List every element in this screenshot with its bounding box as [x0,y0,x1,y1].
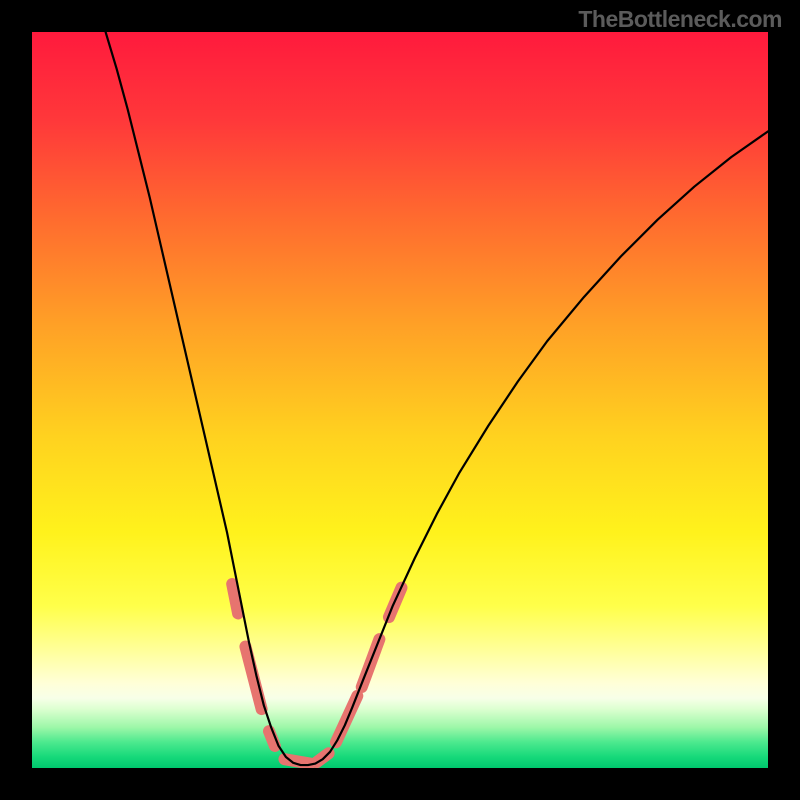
plot-background [32,32,768,768]
plot-svg [32,32,768,768]
watermark-text: TheBottleneck.com [578,6,782,33]
chart-frame: TheBottleneck.com [0,0,800,800]
plot-area [32,32,768,768]
